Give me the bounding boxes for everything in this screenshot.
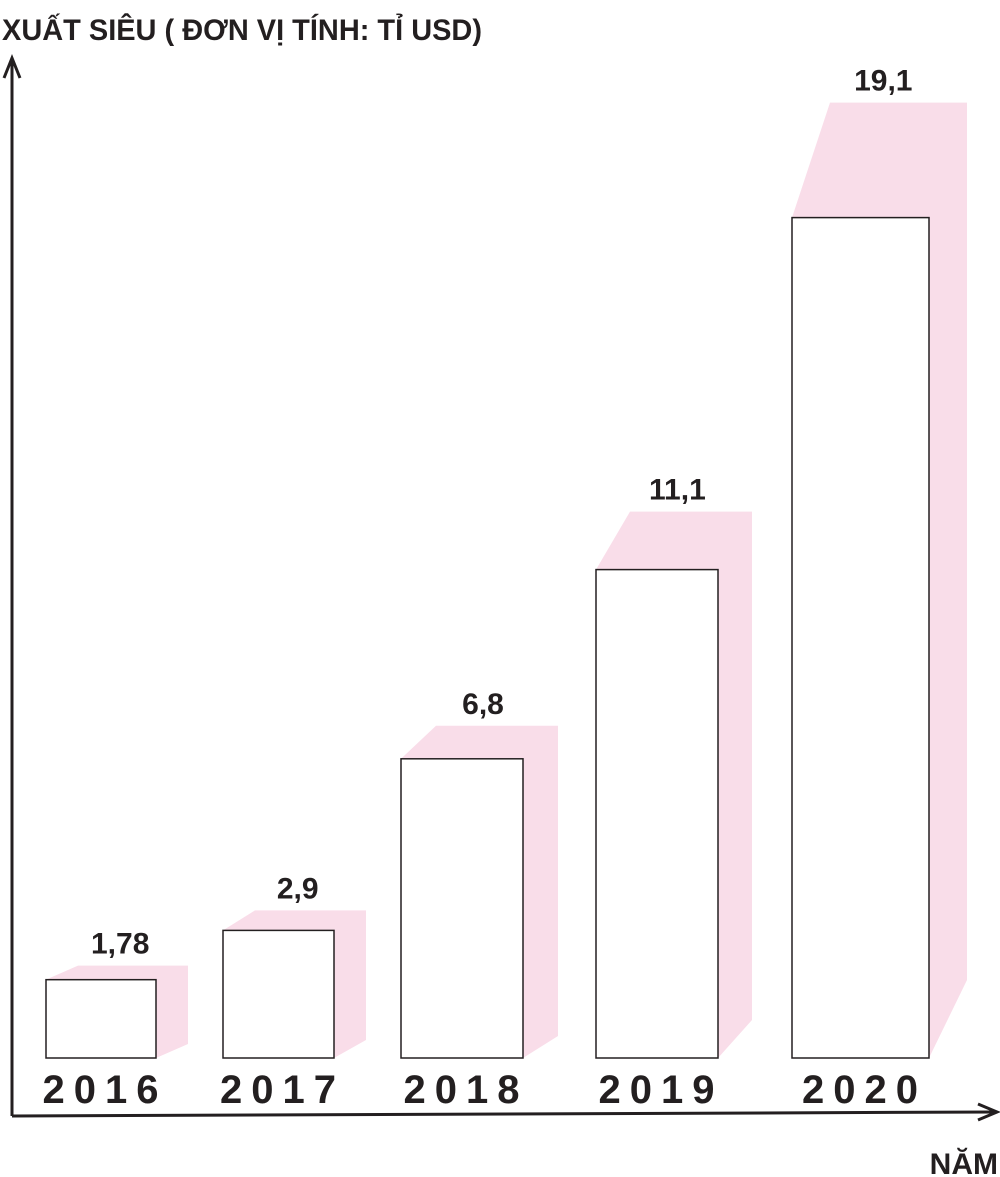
value-label: 2,9 [277, 872, 319, 905]
bar [222, 929, 335, 1059]
bar-shadow [596, 511, 752, 1059]
year-label: 2018 [404, 1068, 529, 1112]
y-axis-title: XUẤT SIÊU ( ĐƠN VỊ TÍNH: TỈ USD) [2, 13, 482, 47]
axes [2, 53, 1000, 1122]
bar-shadow [792, 102, 967, 1059]
bar [45, 978, 157, 1059]
bar-shadow-layer [46, 102, 967, 1059]
year-label: 2019 [599, 1068, 724, 1112]
bar-shadow [223, 910, 366, 1058]
year-label: 2017 [220, 1068, 345, 1112]
value-label: 11,1 [649, 474, 706, 507]
bar-shadow [401, 725, 558, 1058]
value-label: 1,78 [91, 928, 149, 961]
bar [791, 216, 930, 1059]
bar [595, 568, 719, 1059]
bar [400, 758, 524, 1059]
year-label: 2020 [802, 1068, 927, 1112]
x-axis-line [11, 1110, 997, 1118]
value-label: 6,8 [462, 688, 504, 721]
value-label: 19,1 [854, 65, 912, 98]
x-axis-title: NĂM [930, 1147, 998, 1177]
year-label: 2016 [43, 1068, 168, 1112]
bar-layer [45, 216, 930, 1059]
bar-shadow [46, 965, 188, 1058]
x-axis-arrow [977, 1102, 1000, 1122]
label-layer: 1,78 2016 2,9 2017 6,8 2018 11,1 2019 19,1 2020 [43, 65, 927, 1112]
y-axis-arrow [2, 53, 22, 79]
